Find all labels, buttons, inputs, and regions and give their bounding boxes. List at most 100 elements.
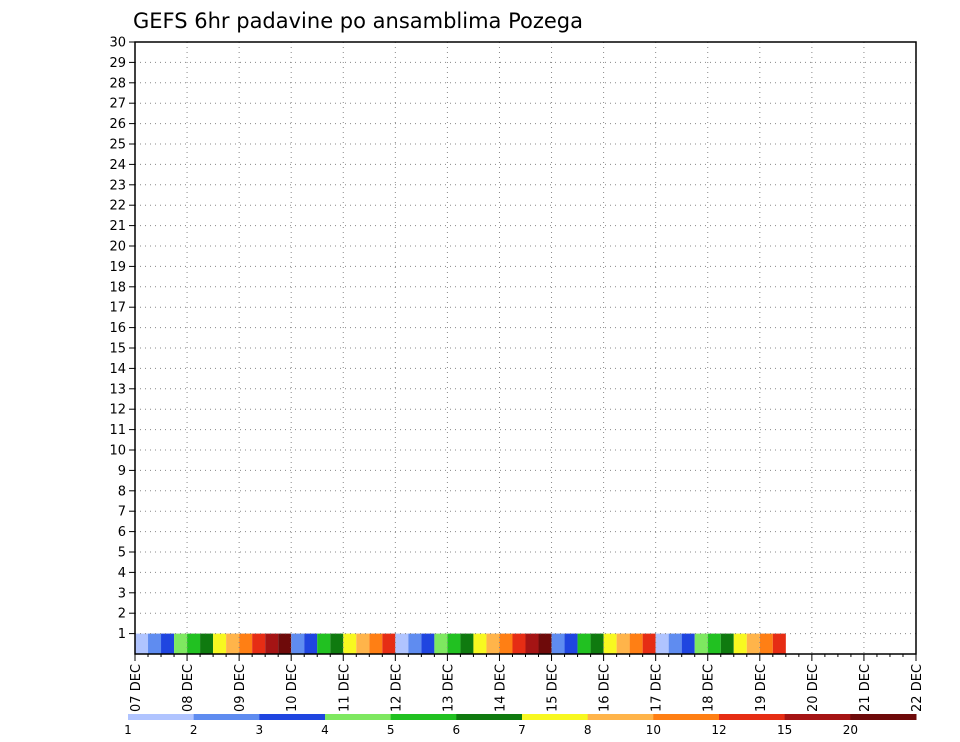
heatmap-cell [629, 633, 643, 654]
x-axis: 07 DEC 08 DEC 09 DEC 10 DEC 11 DEC 12 DEC 13 D… [129, 654, 925, 712]
x-tick-label: 17 DEC [650, 664, 665, 712]
colorbar-label: 5 [387, 723, 395, 737]
colorbar-swatch [325, 714, 392, 720]
x-tick-label: 12 DEC [389, 664, 404, 712]
heatmap-cell [343, 633, 357, 654]
x-tick-label: 16 DEC [598, 664, 613, 712]
y-tick-label: 12 [109, 403, 126, 418]
y-tick-label: 22 [109, 199, 126, 214]
colorbar-swatch [784, 714, 851, 720]
x-tick-label: 09 DEC [233, 664, 248, 712]
colorbar-swatch [719, 714, 786, 720]
heatmap-cell [135, 633, 149, 654]
heatmap-cell [668, 633, 682, 654]
heatmap-cell [746, 633, 760, 654]
colorbar-swatch [850, 714, 917, 720]
heatmap-cell [434, 633, 448, 654]
heatmap-cell [161, 633, 175, 654]
heatmap-cell [733, 633, 747, 654]
y-tick-label: 15 [109, 342, 126, 357]
y-tick-label: 14 [109, 362, 126, 377]
heatmap-cell [278, 633, 292, 654]
heatmap-cell [590, 633, 604, 654]
heatmap-cell [577, 633, 591, 654]
y-tick-label: 19 [109, 260, 126, 275]
heatmap-cell [720, 633, 734, 654]
x-tick-label: 13 DEC [441, 664, 456, 712]
x-tick-label: 10 DEC [285, 664, 300, 712]
y-tick-label: 17 [109, 301, 126, 316]
heatmap-cell [616, 633, 630, 654]
x-tick-label: 19 DEC [754, 664, 769, 712]
y-tick-label: 4 [118, 566, 126, 581]
y-tick-label: 13 [109, 382, 126, 397]
heatmap-cell [655, 633, 669, 654]
heatmap-cell [499, 633, 513, 654]
x-tick-label: 18 DEC [702, 664, 717, 712]
heatmap-cell [551, 633, 565, 654]
x-tick-label: 11 DEC [337, 664, 352, 712]
heatmap-cell [473, 633, 487, 654]
heatmap-cell [460, 633, 474, 654]
heatmap-cell [330, 633, 344, 654]
y-tick-label: 25 [109, 138, 126, 153]
heatmap-cell [291, 633, 305, 654]
y-tick-label: 1 [118, 627, 126, 642]
heatmap-cell [200, 633, 214, 654]
y-tick-label: 20 [109, 240, 126, 255]
y-tick-label: 7 [118, 505, 126, 520]
heatmap-cells [135, 633, 786, 654]
colorbar-label: 4 [321, 723, 329, 737]
heatmap-cell [174, 633, 188, 654]
heatmap-cell [707, 633, 721, 654]
y-tick-label: 21 [109, 219, 126, 234]
colorbar-label: 6 [453, 723, 461, 737]
y-tick-label: 27 [109, 97, 126, 112]
heatmap-cell [395, 633, 409, 654]
heatmap-cell [681, 633, 695, 654]
heatmap-cell [694, 633, 708, 654]
colorbar-swatch [259, 714, 326, 720]
heatmap-cell [187, 633, 201, 654]
heatmap-cell [408, 633, 422, 654]
x-tick-label: 20 DEC [806, 664, 821, 712]
heatmap-cell [603, 633, 617, 654]
y-tick-label: 26 [109, 117, 126, 132]
heatmap-cell [759, 633, 773, 654]
heatmap-cell [265, 633, 279, 654]
colorbar-label: 12 [711, 723, 726, 737]
y-tick-label: 30 [109, 36, 126, 51]
y-tick-label: 23 [109, 178, 126, 193]
y-tick-label: 10 [109, 444, 126, 459]
y-axis: 1234567891011121314151617181920212223242… [109, 36, 135, 642]
colorbar-swatch [128, 714, 195, 720]
heatmap-cell [226, 633, 240, 654]
colorbar-label: 10 [646, 723, 661, 737]
colorbar-swatch [390, 714, 457, 720]
chart-title: GEFS 6hr padavine po ansamblima Pozega [133, 9, 583, 33]
x-tick-label: 21 DEC [858, 664, 873, 712]
heatmap-cell [317, 633, 331, 654]
colorbar-label: 8 [584, 723, 592, 737]
heatmap-cell [642, 633, 656, 654]
colorbar-label: 7 [518, 723, 526, 737]
y-tick-label: 18 [109, 280, 126, 295]
x-tick-label: 07 DEC [129, 664, 144, 712]
heatmap-cell [148, 633, 162, 654]
y-tick-label: 29 [109, 56, 126, 71]
heatmap-cell [382, 633, 396, 654]
colorbar-swatch [587, 714, 654, 720]
colorbar-swatch [522, 714, 589, 720]
y-tick-label: 24 [109, 158, 126, 173]
y-tick-label: 5 [118, 546, 126, 561]
x-tick-label: 08 DEC [181, 664, 196, 712]
colorbar-swatch [653, 714, 720, 720]
heatmap-cell [564, 633, 578, 654]
x-tick-label: 15 DEC [546, 664, 561, 712]
colorbar-label: 15 [777, 723, 792, 737]
heatmap-cell [213, 633, 227, 654]
x-tick-label: 14 DEC [493, 664, 508, 712]
heatmap-cell [369, 633, 383, 654]
colorbar-label: 1 [124, 723, 132, 737]
